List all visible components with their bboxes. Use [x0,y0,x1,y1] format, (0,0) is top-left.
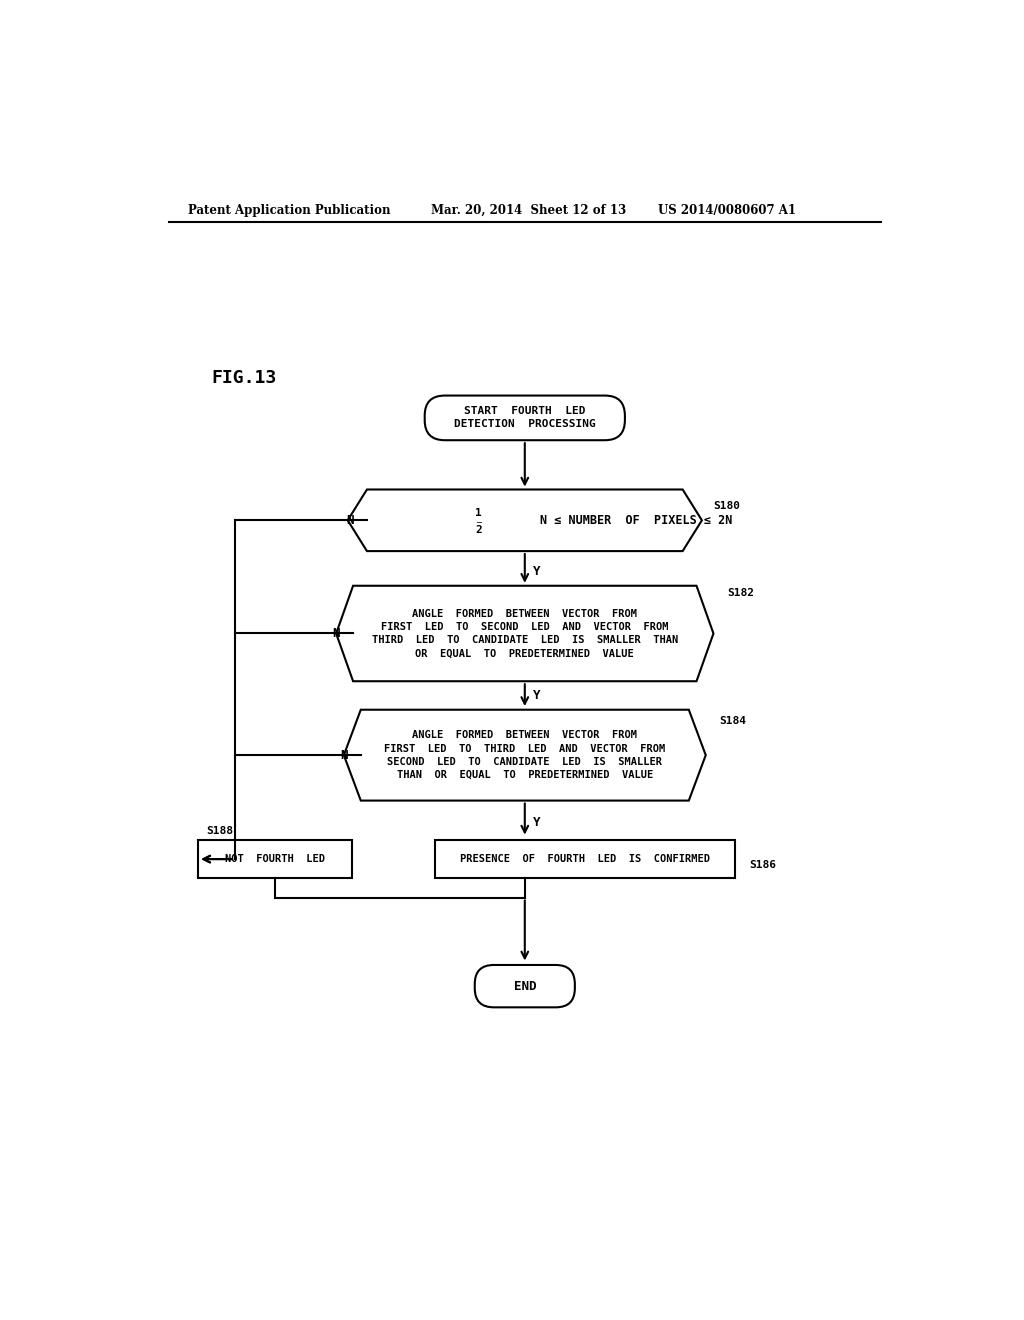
FancyBboxPatch shape [425,396,625,441]
Text: Mar. 20, 2014  Sheet 12 of 13: Mar. 20, 2014 Sheet 12 of 13 [431,205,626,218]
FancyBboxPatch shape [475,965,574,1007]
Text: NOT  FOURTH  LED: NOT FOURTH LED [225,854,326,865]
Text: Y: Y [532,816,540,829]
Text: Y: Y [532,565,540,578]
Polygon shape [348,490,701,552]
Text: ANGLE  FORMED  BETWEEN  VECTOR  FROM
FIRST  LED  TO  THIRD  LED  AND  VECTOR  FR: ANGLE FORMED BETWEEN VECTOR FROM FIRST L… [384,730,666,780]
FancyBboxPatch shape [435,840,735,878]
Text: N: N [333,627,340,640]
Text: 2: 2 [475,524,482,535]
Text: N: N [340,748,347,762]
Text: ─: ─ [476,517,481,527]
Text: FIG.13: FIG.13 [211,368,276,387]
FancyBboxPatch shape [199,840,352,878]
Text: END: END [514,979,536,993]
Text: S180: S180 [714,502,740,511]
Text: S182: S182 [727,589,755,598]
Text: S188: S188 [206,825,233,836]
Polygon shape [344,710,706,800]
Text: N ≤ NUMBER  OF  PIXELS ≤ 2N: N ≤ NUMBER OF PIXELS ≤ 2N [541,513,732,527]
Text: Y: Y [532,689,540,702]
Text: 1: 1 [475,508,482,517]
Text: N: N [346,513,353,527]
Text: ANGLE  FORMED  BETWEEN  VECTOR  FROM
FIRST  LED  TO  SECOND  LED  AND  VECTOR  F: ANGLE FORMED BETWEEN VECTOR FROM FIRST L… [372,609,678,659]
Text: S184: S184 [720,715,746,726]
Text: US 2014/0080607 A1: US 2014/0080607 A1 [658,205,796,218]
Polygon shape [336,586,714,681]
Text: PRESENCE  OF  FOURTH  LED  IS  CONFIRMED: PRESENCE OF FOURTH LED IS CONFIRMED [460,854,710,865]
Text: START  FOURTH  LED
DETECTION  PROCESSING: START FOURTH LED DETECTION PROCESSING [454,407,596,429]
Text: Patent Application Publication: Patent Application Publication [188,205,391,218]
Text: S186: S186 [749,861,776,870]
